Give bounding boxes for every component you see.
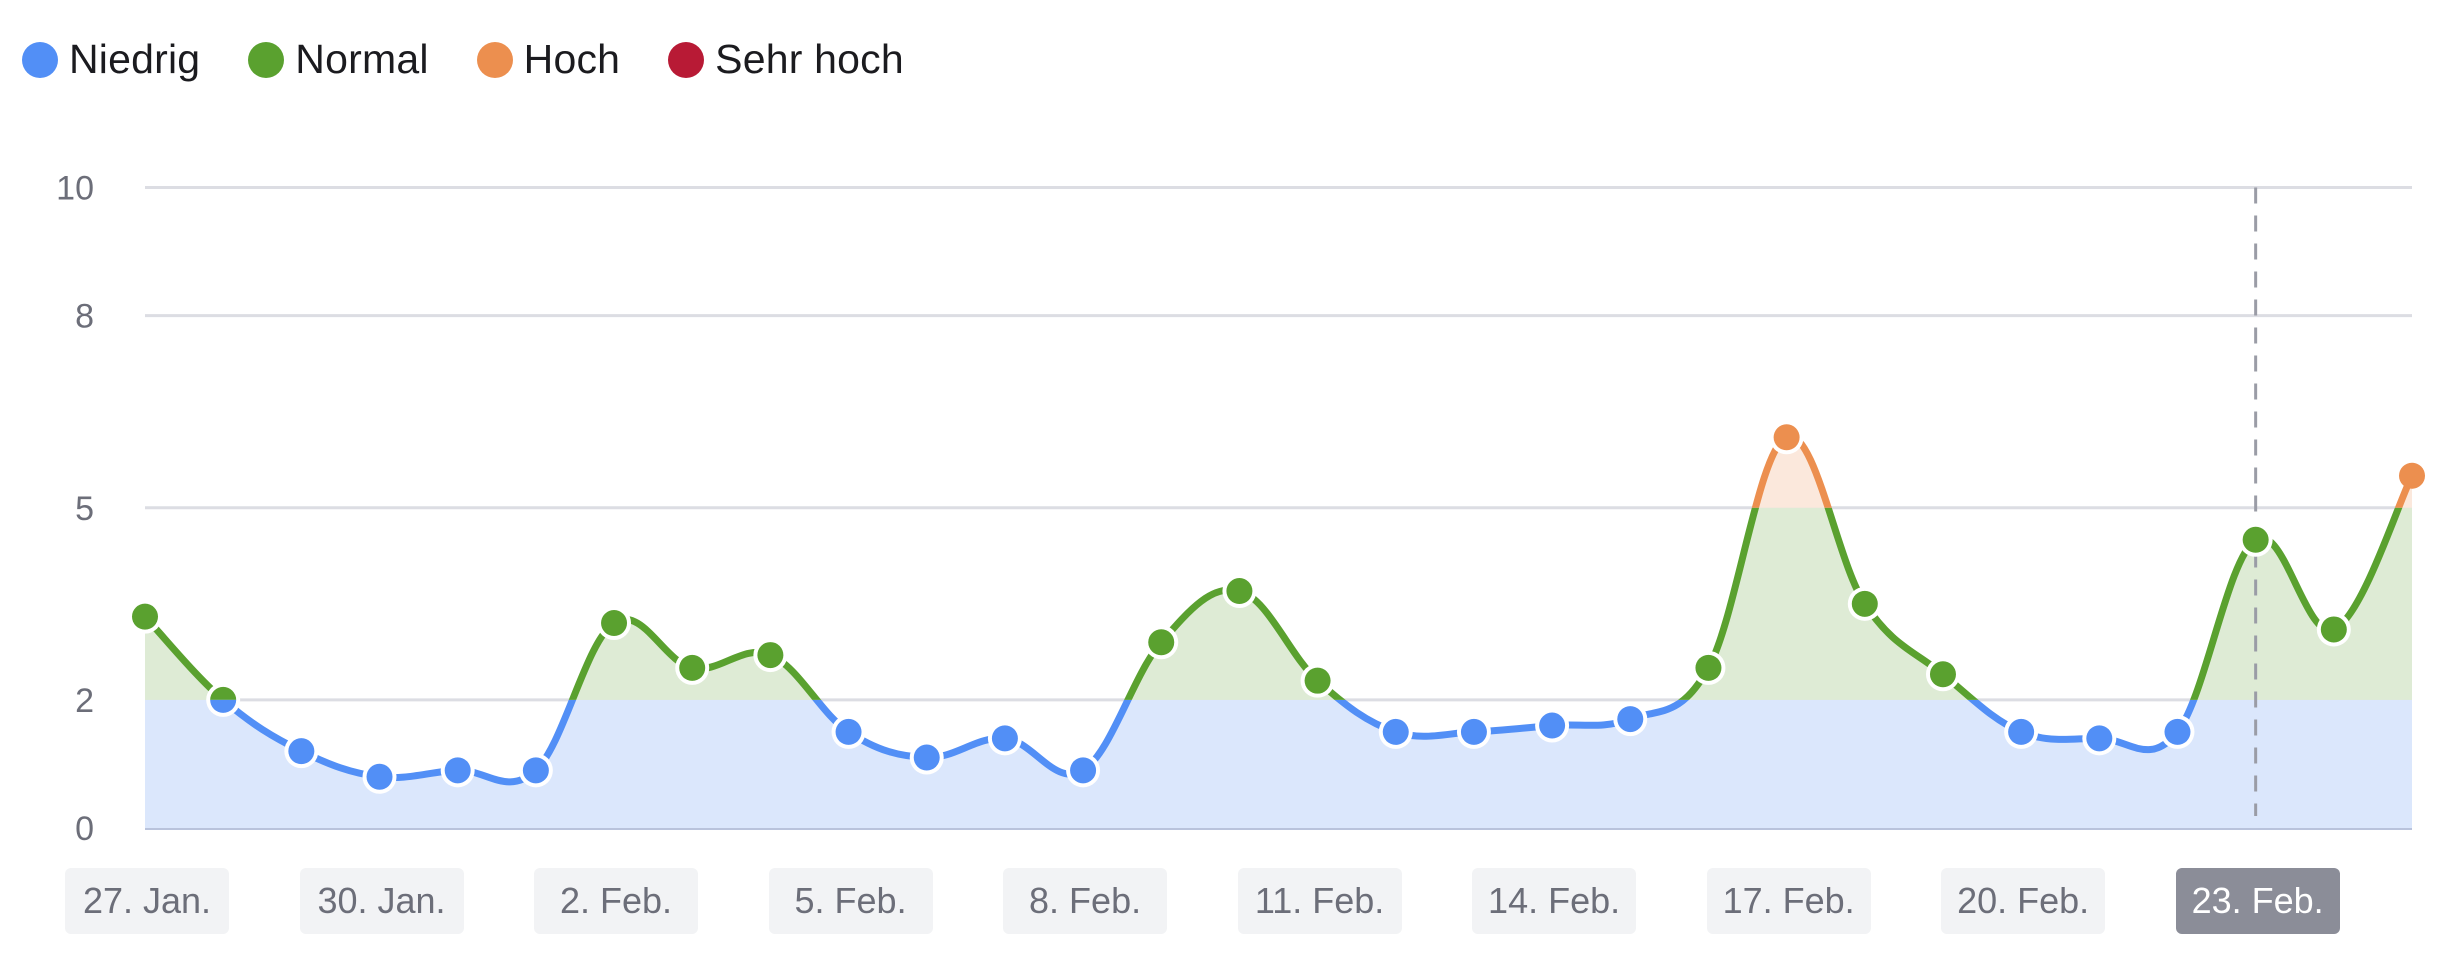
x-axis-label[interactable]: 5. Feb. [768, 868, 933, 934]
data-point[interactable] [1617, 706, 1644, 733]
legend-dot-icon [668, 41, 705, 78]
data-point[interactable] [1070, 757, 1097, 784]
data-point[interactable] [1148, 629, 1175, 656]
legend-item-hoch[interactable]: Hoch [476, 36, 621, 83]
data-point[interactable] [210, 686, 237, 713]
data-points[interactable] [128, 420, 2425, 794]
data-point[interactable] [1304, 667, 1331, 694]
legend-label: Normal [295, 36, 429, 82]
data-point[interactable] [2242, 526, 2269, 553]
data-point[interactable] [601, 610, 628, 637]
data-point[interactable] [2399, 462, 2425, 489]
data-point[interactable] [2320, 616, 2347, 643]
area-band [145, 507, 2412, 700]
data-point[interactable] [2086, 725, 2113, 752]
data-point[interactable] [1539, 712, 1566, 739]
x-axis-label[interactable]: 23. Feb. [2175, 868, 2340, 934]
y-tick-label: 5 [75, 490, 94, 528]
x-axis-label[interactable]: 17. Feb. [1706, 868, 1871, 934]
y-tick-label: 2 [75, 682, 94, 720]
data-point[interactable] [913, 744, 940, 771]
legend-dot-icon [248, 41, 285, 78]
data-point[interactable] [757, 642, 784, 669]
legend-item-niedrig[interactable]: Niedrig [22, 36, 200, 83]
data-point[interactable] [679, 654, 706, 681]
legend-label: Hoch [523, 36, 621, 82]
data-point[interactable] [1460, 718, 1487, 745]
data-point[interactable] [1695, 654, 1722, 681]
legend-label: Sehr hoch [715, 36, 904, 82]
area-band [1755, 436, 2412, 508]
x-axis-label[interactable]: 2. Feb. [534, 868, 699, 934]
data-point[interactable] [835, 718, 862, 745]
data-point[interactable] [366, 763, 393, 790]
data-point[interactable] [210, 687, 237, 713]
x-axis-label[interactable]: 11. Feb. [1237, 868, 1402, 934]
data-point[interactable] [1773, 424, 1800, 451]
legend-label: Niedrig [69, 36, 201, 82]
legend-dot-icon [476, 41, 513, 78]
data-point[interactable] [288, 738, 315, 765]
legend-dot-icon [22, 41, 58, 78]
x-axis-label[interactable]: 27. Jan. [65, 868, 229, 934]
y-axis-ticks: 0 2 5 8 10 [56, 170, 94, 849]
area-fills [145, 436, 2412, 828]
legend-item-normal[interactable]: Normal [248, 36, 428, 83]
data-point[interactable] [522, 757, 549, 784]
y-tick-label: 0 [75, 810, 94, 848]
data-point[interactable] [444, 757, 471, 784]
x-axis-label[interactable]: 8. Feb. [1003, 868, 1168, 934]
data-point[interactable] [1226, 578, 1253, 605]
data-point[interactable] [1929, 661, 1956, 688]
data-point[interactable] [2008, 718, 2035, 745]
data-point[interactable] [1851, 590, 1878, 617]
data-point[interactable] [991, 725, 1018, 752]
x-axis-label[interactable]: 30. Jan. [299, 868, 464, 934]
legend-item-sehr-hoch[interactable]: Sehr hoch [668, 36, 904, 83]
x-axis-label[interactable]: 14. Feb. [1472, 868, 1637, 934]
data-point[interactable] [2164, 718, 2191, 745]
data-point[interactable] [132, 603, 158, 630]
x-axis-label[interactable]: 20. Feb. [1941, 868, 2106, 934]
data-point[interactable] [1382, 718, 1409, 745]
area-band [145, 699, 2412, 828]
y-tick-label: 10 [56, 170, 94, 208]
chart-legend: Niedrig Normal Hoch Sehr hoch [22, 36, 952, 83]
y-tick-label: 8 [75, 298, 94, 336]
